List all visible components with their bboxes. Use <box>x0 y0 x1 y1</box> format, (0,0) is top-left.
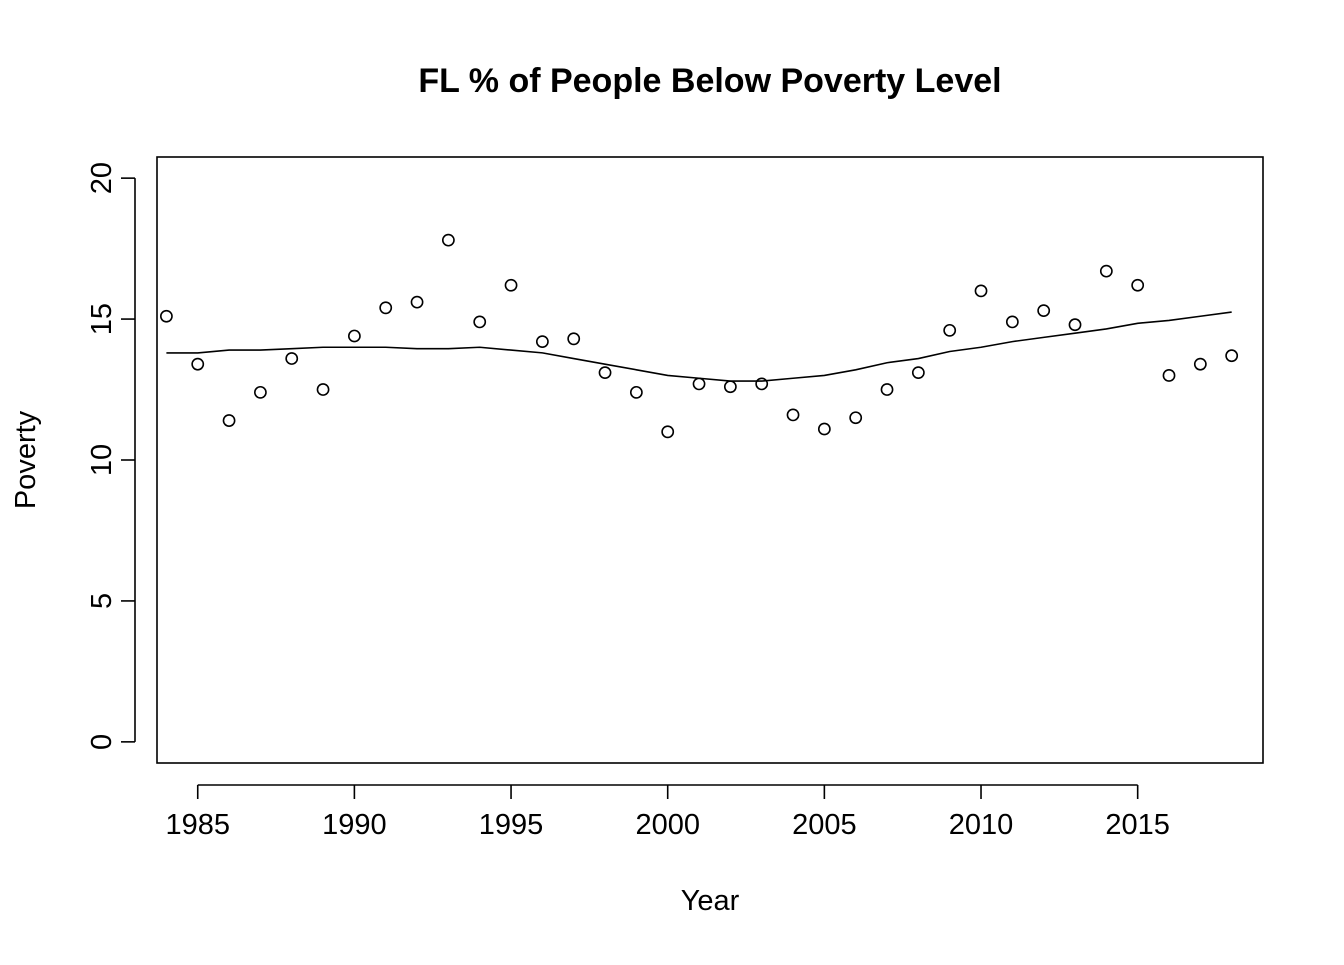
data-point <box>191 357 205 371</box>
plot-series <box>159 233 1239 439</box>
data-point <box>786 408 800 422</box>
data-point <box>755 377 769 391</box>
data-point <box>1225 349 1239 363</box>
data-point <box>974 284 988 298</box>
data-point <box>598 366 612 380</box>
data-point <box>629 385 643 399</box>
x-tick-label: 2010 <box>949 809 1014 841</box>
data-point <box>943 323 957 337</box>
data-point <box>567 332 581 346</box>
data-point <box>911 366 925 380</box>
data-point <box>379 301 393 315</box>
data-point <box>285 352 299 365</box>
x-tick-label: 2005 <box>792 809 857 841</box>
data-point <box>441 233 455 247</box>
x-axis-label: Year <box>681 885 740 917</box>
data-point <box>880 383 894 396</box>
data-point <box>473 315 487 329</box>
x-tick-label: 1990 <box>322 809 387 841</box>
data-point <box>1131 278 1145 292</box>
y-tick-label: 10 <box>86 444 118 476</box>
data-point <box>1162 369 1176 382</box>
data-point <box>849 411 863 425</box>
plot-area <box>156 156 1264 764</box>
data-point <box>1099 264 1113 278</box>
y-tick-label: 20 <box>86 162 118 194</box>
x-tick-label: 1985 <box>165 809 230 841</box>
data-point <box>222 414 236 427</box>
x-tick-label: 1995 <box>479 809 544 841</box>
data-point <box>253 385 267 399</box>
data-point <box>661 425 675 439</box>
data-point <box>316 383 330 396</box>
data-point <box>535 335 549 349</box>
chart-title: FL % of People Below Poverty Level <box>418 62 1001 100</box>
data-point <box>504 278 518 292</box>
data-point <box>692 377 706 391</box>
data-point <box>1005 315 1019 329</box>
x-tick-label: 2000 <box>635 809 700 841</box>
data-point <box>159 309 173 323</box>
data-point <box>1037 304 1051 318</box>
y-tick-label: 0 <box>86 734 118 750</box>
x-tick-label: 2015 <box>1105 809 1170 841</box>
data-point <box>1193 357 1207 371</box>
data-point <box>723 380 737 394</box>
data-point <box>347 329 361 343</box>
y-axis: 0 5 10 15 20 <box>86 162 136 750</box>
y-axis-label: Poverty <box>10 410 42 509</box>
data-point <box>817 422 831 436</box>
y-tick-label: 5 <box>86 593 118 609</box>
x-axis: 1985 1990 1995 2000 2005 2010 2015 <box>165 784 1170 841</box>
y-tick-label: 15 <box>86 303 118 335</box>
data-point <box>410 295 424 309</box>
data-point <box>1068 318 1082 332</box>
smooth-trend-line <box>166 311 1232 382</box>
